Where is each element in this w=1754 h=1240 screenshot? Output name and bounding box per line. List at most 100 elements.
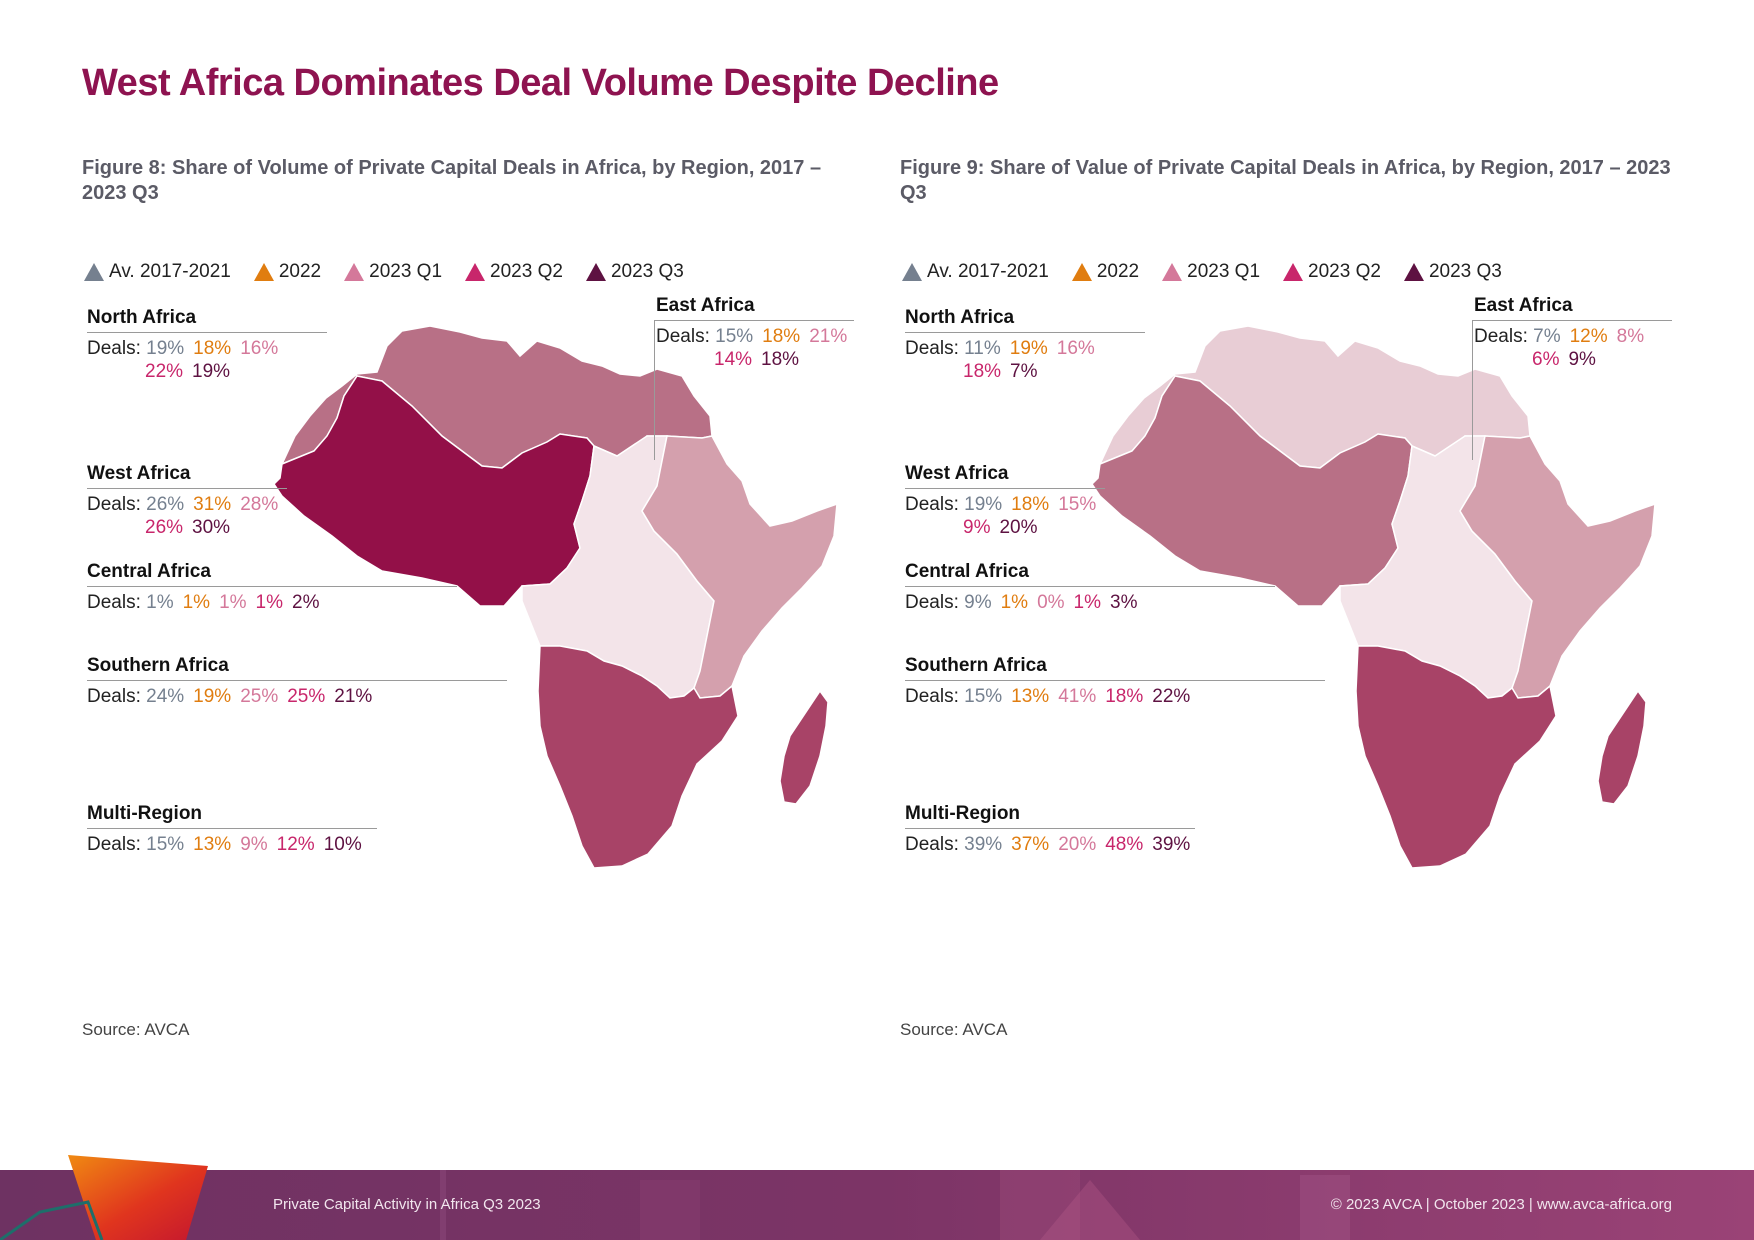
africa-map — [273, 325, 838, 869]
region-east-africa — [641, 435, 838, 699]
triangle-icon — [84, 263, 104, 281]
deal-value: 22% — [145, 361, 184, 382]
figure-8-panel: Figure 8: Share of Volume of Private Cap… — [82, 156, 862, 1056]
deal-value: 16% — [1056, 338, 1095, 359]
deal-value: 39% — [1152, 834, 1191, 855]
corner-logo-shape — [0, 1155, 208, 1240]
deal-value: 8% — [1616, 326, 1645, 347]
deal-value: 30% — [192, 517, 231, 538]
legend-item-av-2017-2021: Av. 2017-2021 — [902, 261, 1049, 283]
deal-value: 15% — [146, 834, 185, 855]
page-footer: Private Capital Activity in Africa Q3 20… — [0, 1170, 1754, 1240]
page-title: West Africa Dominates Deal Volume Despit… — [82, 62, 999, 104]
region-madagascar — [1597, 689, 1647, 805]
region-madagascar — [779, 689, 829, 805]
source-note: Source: AVCA — [900, 1020, 1008, 1039]
deal-value: 24% — [146, 686, 185, 707]
legend: Av. 2017-2021 2022 2023 Q1 2023 Q2 2023 … — [902, 260, 1525, 284]
deal-value: 13% — [1011, 686, 1050, 707]
region-east-africa — [1459, 435, 1656, 699]
deal-value: 12% — [1569, 326, 1608, 347]
deal-value: 10% — [323, 834, 362, 855]
figure-title: Figure 8: Share of Volume of Private Cap… — [82, 157, 822, 204]
legend-item-2023-q3: 2023 Q3 — [1403, 261, 1502, 283]
footer-copyright: © 2023 AVCA | October 2023 | www.avca-af… — [1330, 1196, 1672, 1213]
triangle-icon — [585, 263, 606, 281]
legend-item-2023-q1: 2023 Q1 — [1162, 261, 1260, 283]
deal-value: 25% — [240, 686, 279, 707]
source-note: Source: AVCA — [82, 1020, 190, 1039]
deal-value: 3% — [1110, 592, 1138, 613]
legend-item-av-2017-2021: Av. 2017-2021 — [84, 261, 231, 283]
region-label-west-africa: West Africa Deals: 26% 31% 28% 26% 30% — [87, 462, 287, 539]
deal-value: 7% — [1533, 326, 1561, 347]
deal-value: 9% — [1568, 349, 1596, 370]
triangle-icon — [1162, 263, 1183, 281]
deal-value: 37% — [1011, 834, 1050, 855]
region-label-multi-region: Multi-Region Deals: 39% 37% 20% 48% 39% — [905, 802, 1195, 856]
deal-value: 15% — [715, 326, 754, 347]
deal-value: 41% — [1058, 686, 1097, 707]
region-label-southern-africa: Southern Africa Deals: 15% 13% 41% 18% 22% — [905, 654, 1325, 708]
deal-value: 20% — [1058, 834, 1097, 855]
deal-value: 1% — [182, 592, 211, 613]
deal-value: 9% — [963, 517, 991, 538]
legend-item-2023-q2: 2023 Q2 — [465, 261, 563, 283]
region-label-east-africa: East Africa Deals: 15% 18% 21% 14% 18% — [654, 294, 854, 460]
region-southern-africa — [1355, 645, 1557, 869]
region-label-north-africa: North Africa Deals: 11% 19% 16% 18% 7% — [905, 306, 1145, 383]
footer-background — [0, 1170, 1754, 1240]
triangle-icon — [1403, 263, 1424, 281]
deal-value: 19% — [146, 338, 185, 359]
legend-item-2022: 2022 — [253, 261, 321, 283]
triangle-icon — [253, 263, 274, 281]
deal-value: 0% — [1037, 592, 1065, 613]
deal-value: 26% — [145, 517, 184, 538]
deal-value: 11% — [964, 338, 1001, 359]
deal-value: 25% — [287, 686, 326, 707]
triangle-icon — [902, 263, 922, 281]
deal-value: 1% — [255, 592, 284, 613]
africa-map — [1091, 325, 1656, 869]
deal-value: 9% — [240, 834, 268, 855]
deal-value: 7% — [1010, 361, 1038, 382]
deal-value: 1% — [1073, 592, 1102, 613]
legend-item-2023-q2: 2023 Q2 — [1283, 261, 1381, 283]
deal-value: 18% — [762, 326, 801, 347]
deal-value: 18% — [761, 349, 800, 370]
legend: Av. 2017-2021 2022 2023 Q1 2023 Q2 2023 … — [84, 260, 707, 284]
deal-value: 18% — [963, 361, 1002, 382]
deal-value: 1% — [219, 592, 247, 613]
footer-publication-title: Private Capital Activity in Africa Q3 20… — [273, 1196, 541, 1213]
deal-value: 15% — [964, 686, 1003, 707]
region-label-multi-region: Multi-Region Deals: 15% 13% 9% 12% 10% — [87, 802, 377, 856]
region-label-southern-africa: Southern Africa Deals: 24% 19% 25% 25% 21% — [87, 654, 507, 708]
deal-value: 9% — [964, 592, 992, 613]
region-label-central-africa: Central Africa Deals: 1% 1% 1% 1% 2% — [87, 560, 457, 614]
triangle-icon — [1071, 263, 1092, 281]
region-label-north-africa: North Africa Deals: 19% 18% 16% 22% 19% — [87, 306, 327, 383]
deal-value: 19% — [964, 494, 1003, 515]
deal-value: 28% — [240, 494, 279, 515]
legend-item-2023-q1: 2023 Q1 — [344, 261, 442, 283]
deal-value: 31% — [193, 494, 232, 515]
figure-title: Figure 9: Share of Value of Private Capi… — [900, 157, 1671, 204]
deal-value: 19% — [193, 686, 232, 707]
legend-item-2023-q3: 2023 Q3 — [585, 261, 684, 283]
deal-value: 2% — [292, 592, 320, 613]
deal-value: 18% — [1011, 494, 1050, 515]
deal-value: 12% — [276, 834, 315, 855]
triangle-icon — [344, 263, 365, 281]
deal-value: 14% — [714, 349, 753, 370]
triangle-icon — [1283, 263, 1304, 281]
deal-value: 6% — [1532, 349, 1560, 370]
deal-value: 16% — [240, 338, 279, 359]
deal-value: 18% — [193, 338, 232, 359]
deal-value: 48% — [1105, 834, 1144, 855]
region-label-east-africa: East Africa Deals: 7% 12% 8% 6% 9% — [1472, 294, 1672, 460]
deal-value: 22% — [1152, 686, 1191, 707]
deal-value: 19% — [192, 361, 231, 382]
deal-value: 21% — [334, 686, 373, 707]
region-label-west-africa: West Africa Deals: 19% 18% 15% 9% 20% — [905, 462, 1105, 539]
deal-value: 39% — [964, 834, 1003, 855]
